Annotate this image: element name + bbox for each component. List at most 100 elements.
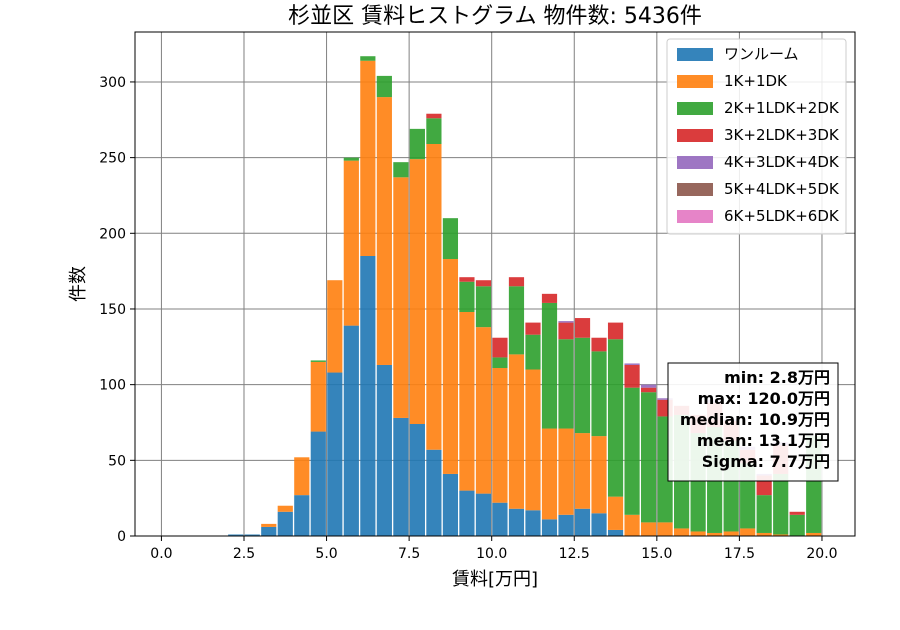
bar-segment-0 [442,473,459,536]
bar-segment-2 [426,118,442,144]
bar-segment-1 [740,528,756,536]
bar-segment-0 [228,534,244,536]
bar-segment-1 [294,457,310,496]
bar-segment-1 [426,144,442,450]
bar-segment-0 [393,417,409,536]
bar-segment-0 [508,508,525,536]
bar-segment-4 [657,398,673,400]
bar-segment-1 [343,160,359,326]
bar-segment-3 [574,318,591,338]
y-tick-label: 150 [99,302,126,318]
bar-segment-3 [640,387,657,393]
bar-segment-1 [640,522,657,536]
bar-segment-0 [409,424,425,536]
bar-segment-0 [492,502,508,536]
stats-line: max: 120.0万円 [698,389,830,408]
bar-segment-3 [591,337,607,352]
bar-segment-3 [508,277,525,287]
bar-segment-0 [310,431,326,536]
bar-segment-0 [294,495,310,536]
bar-segment-1 [674,528,690,536]
bar-segment-1 [277,505,293,512]
legend-entry: 4K+3LDK+4DK [724,153,840,171]
bar-segment-4 [558,321,574,323]
legend-swatch [677,156,713,169]
legend-entry: 1K+1DK [724,72,788,90]
bar-segment-1 [690,531,706,536]
legend-swatch [677,129,713,142]
bar-segment-0 [574,508,591,536]
bar-segment-2 [360,56,376,61]
bar-segment-1 [806,532,822,536]
stats-line: mean: 13.1万円 [697,431,830,450]
y-axis-ticks: 0 50 100 150 200 250 300 [99,75,135,545]
legend-swatch [677,183,713,196]
bar-segment-2 [393,162,409,178]
bar-segment-0 [607,529,624,536]
bar-segment-0 [459,490,475,536]
bar-segment-1 [525,369,541,511]
bar-segment-2 [541,302,558,429]
x-axis-label: 賃料[万円] [452,569,538,590]
stats-line: Sigma: 7.7万円 [702,452,830,471]
bar-segment-1 [591,436,607,514]
x-tick-label: 5.0 [315,546,337,562]
bar-segment-2 [756,495,772,533]
bar-segment-1 [393,177,409,418]
x-tick-label: 10.0 [476,546,507,562]
bar-segment-2 [409,128,425,160]
bar-segment-0 [376,364,392,536]
stats-line: median: 10.9万円 [680,410,830,429]
bar-segment-2 [624,387,640,515]
y-tick-label: 250 [99,151,126,167]
y-axis-label: 件数 [68,266,89,302]
bar-segment-0 [327,372,343,536]
bar-segment-2 [607,339,624,497]
x-tick-label: 12.5 [559,546,590,562]
bar-segment-3 [475,280,492,287]
bar-segment-3 [426,113,442,119]
bar-segment-3 [459,277,475,282]
bar-segment-0 [525,510,541,536]
bar-segment-0 [277,511,293,536]
bar-segment-1 [327,280,343,373]
stats-frame [667,362,839,482]
bar-segment-1 [558,428,574,515]
bar-segment-2 [773,473,789,535]
bar-segment-1 [310,361,326,432]
bar-segment-2 [492,357,508,368]
bar-segment-2 [459,281,475,312]
x-tick-label: 2.5 [233,546,255,562]
bar-segment-2 [574,337,591,434]
stats-line: min: 2.8万円 [724,368,830,387]
bar-segment-4 [624,363,640,365]
legend-swatch [677,48,713,61]
bar-segment-0 [591,513,607,536]
bar-segment-2 [442,218,459,260]
bar-segment-0 [558,514,574,536]
legend-swatch [677,75,713,88]
bar-segment-1 [723,531,739,536]
x-tick-label: 17.5 [724,546,755,562]
bar-segment-1 [707,532,723,536]
bar-segment-1 [624,514,640,536]
bar-segment-1 [409,159,425,424]
bar-segment-0 [541,519,558,536]
bar-segment-1 [756,532,772,536]
bar-segment-1 [442,259,459,474]
bar-segment-1 [360,60,376,256]
bar-segment-2 [525,334,541,370]
bar-segment-0 [244,534,260,536]
bar-segment-0 [475,493,492,536]
x-tick-label: 0.0 [150,546,172,562]
bar-segment-3 [558,322,574,340]
bar-segment-2 [310,360,326,362]
bar-segment-1 [657,522,673,536]
bar-segment-2 [789,514,805,536]
x-axis-ticks: 0.0 2.5 5.0 7.5 10.0 12.5 15.0 17.5 20.0 [150,536,838,562]
y-tick-label: 300 [99,75,126,91]
bar-segment-1 [574,433,591,509]
legend: ワンルーム 1K+1DK 2K+1LDK+2DK 3K+2LDK+3DK 4K+3LDK… [666,38,847,235]
y-tick-label: 0 [117,529,126,545]
